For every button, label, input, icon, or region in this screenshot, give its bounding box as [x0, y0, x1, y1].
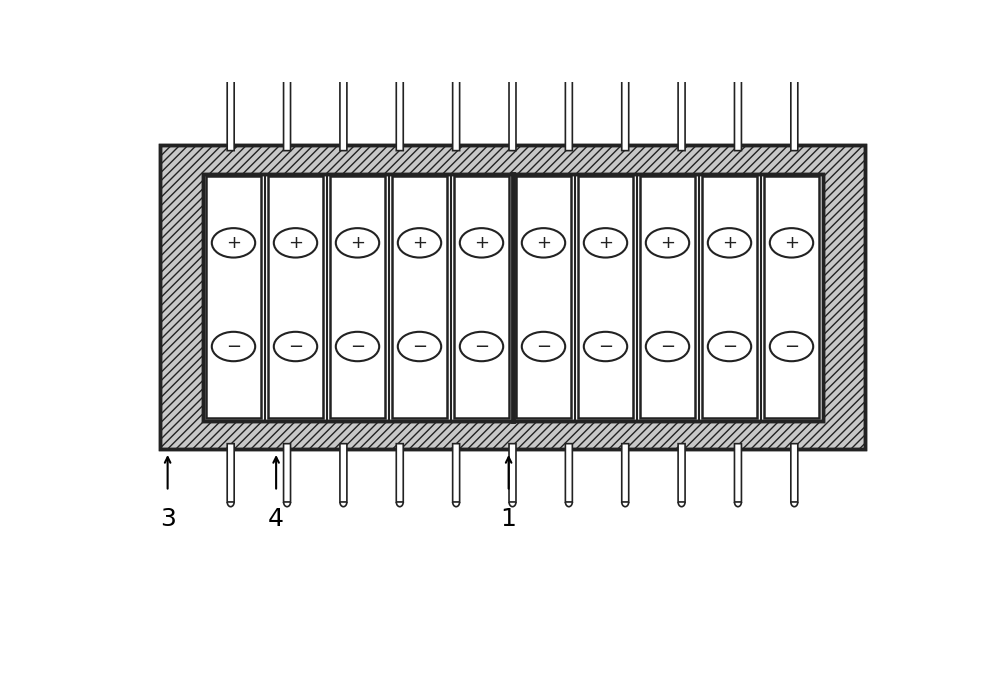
Circle shape — [584, 228, 627, 258]
Bar — [206, 176, 261, 419]
Circle shape — [522, 332, 565, 361]
Text: +: + — [412, 234, 427, 252]
Bar — [160, 145, 865, 449]
Circle shape — [212, 332, 255, 361]
Text: +: + — [598, 234, 613, 252]
Circle shape — [336, 332, 379, 361]
FancyBboxPatch shape — [396, 3, 403, 151]
Circle shape — [708, 332, 751, 361]
Circle shape — [646, 228, 689, 258]
FancyBboxPatch shape — [284, 3, 291, 151]
Circle shape — [522, 228, 565, 258]
Text: −: − — [474, 338, 489, 355]
Bar — [202, 174, 822, 421]
Text: +: + — [350, 234, 365, 252]
Circle shape — [460, 228, 503, 258]
FancyBboxPatch shape — [565, 3, 572, 151]
FancyBboxPatch shape — [340, 3, 347, 151]
FancyBboxPatch shape — [509, 444, 516, 502]
Text: +: + — [536, 234, 551, 252]
Circle shape — [398, 228, 441, 258]
Circle shape — [646, 332, 689, 361]
Bar — [330, 176, 385, 419]
Bar — [764, 176, 819, 419]
FancyBboxPatch shape — [396, 444, 403, 502]
Text: −: − — [226, 338, 241, 355]
FancyBboxPatch shape — [453, 444, 460, 502]
Bar — [392, 176, 447, 419]
FancyBboxPatch shape — [622, 444, 629, 502]
Text: +: + — [784, 234, 799, 252]
Bar — [640, 176, 695, 419]
Text: −: − — [536, 338, 551, 355]
Text: 3: 3 — [160, 507, 176, 531]
FancyBboxPatch shape — [453, 3, 460, 151]
FancyBboxPatch shape — [227, 444, 234, 502]
Circle shape — [770, 228, 813, 258]
Text: −: − — [722, 338, 737, 355]
Text: 4: 4 — [268, 507, 284, 531]
FancyBboxPatch shape — [340, 444, 347, 502]
Text: −: − — [350, 338, 365, 355]
Bar — [160, 145, 865, 449]
FancyBboxPatch shape — [509, 3, 516, 151]
Circle shape — [770, 332, 813, 361]
Text: +: + — [288, 234, 303, 252]
Circle shape — [274, 332, 317, 361]
Text: −: − — [288, 338, 303, 355]
Text: +: + — [722, 234, 737, 252]
FancyBboxPatch shape — [678, 3, 685, 151]
Bar — [160, 145, 865, 449]
Text: 1: 1 — [501, 507, 517, 531]
Circle shape — [460, 332, 503, 361]
Bar — [702, 176, 757, 419]
FancyBboxPatch shape — [791, 444, 798, 502]
FancyBboxPatch shape — [734, 444, 741, 502]
FancyBboxPatch shape — [791, 3, 798, 151]
FancyBboxPatch shape — [622, 3, 629, 151]
Text: −: − — [660, 338, 675, 355]
Circle shape — [212, 228, 255, 258]
Text: +: + — [660, 234, 675, 252]
Bar — [454, 176, 509, 419]
Bar — [578, 176, 633, 419]
FancyBboxPatch shape — [284, 444, 291, 502]
Circle shape — [274, 228, 317, 258]
Circle shape — [336, 228, 379, 258]
FancyBboxPatch shape — [734, 3, 741, 151]
Circle shape — [584, 332, 627, 361]
Bar — [202, 174, 822, 421]
Bar — [516, 176, 571, 419]
Bar — [268, 176, 323, 419]
Text: +: + — [474, 234, 489, 252]
FancyBboxPatch shape — [227, 3, 234, 151]
FancyBboxPatch shape — [678, 444, 685, 502]
Text: −: − — [412, 338, 427, 355]
Text: −: − — [784, 338, 799, 355]
Circle shape — [398, 332, 441, 361]
Circle shape — [708, 228, 751, 258]
Text: +: + — [226, 234, 241, 252]
FancyBboxPatch shape — [565, 444, 572, 502]
Text: −: − — [598, 338, 613, 355]
